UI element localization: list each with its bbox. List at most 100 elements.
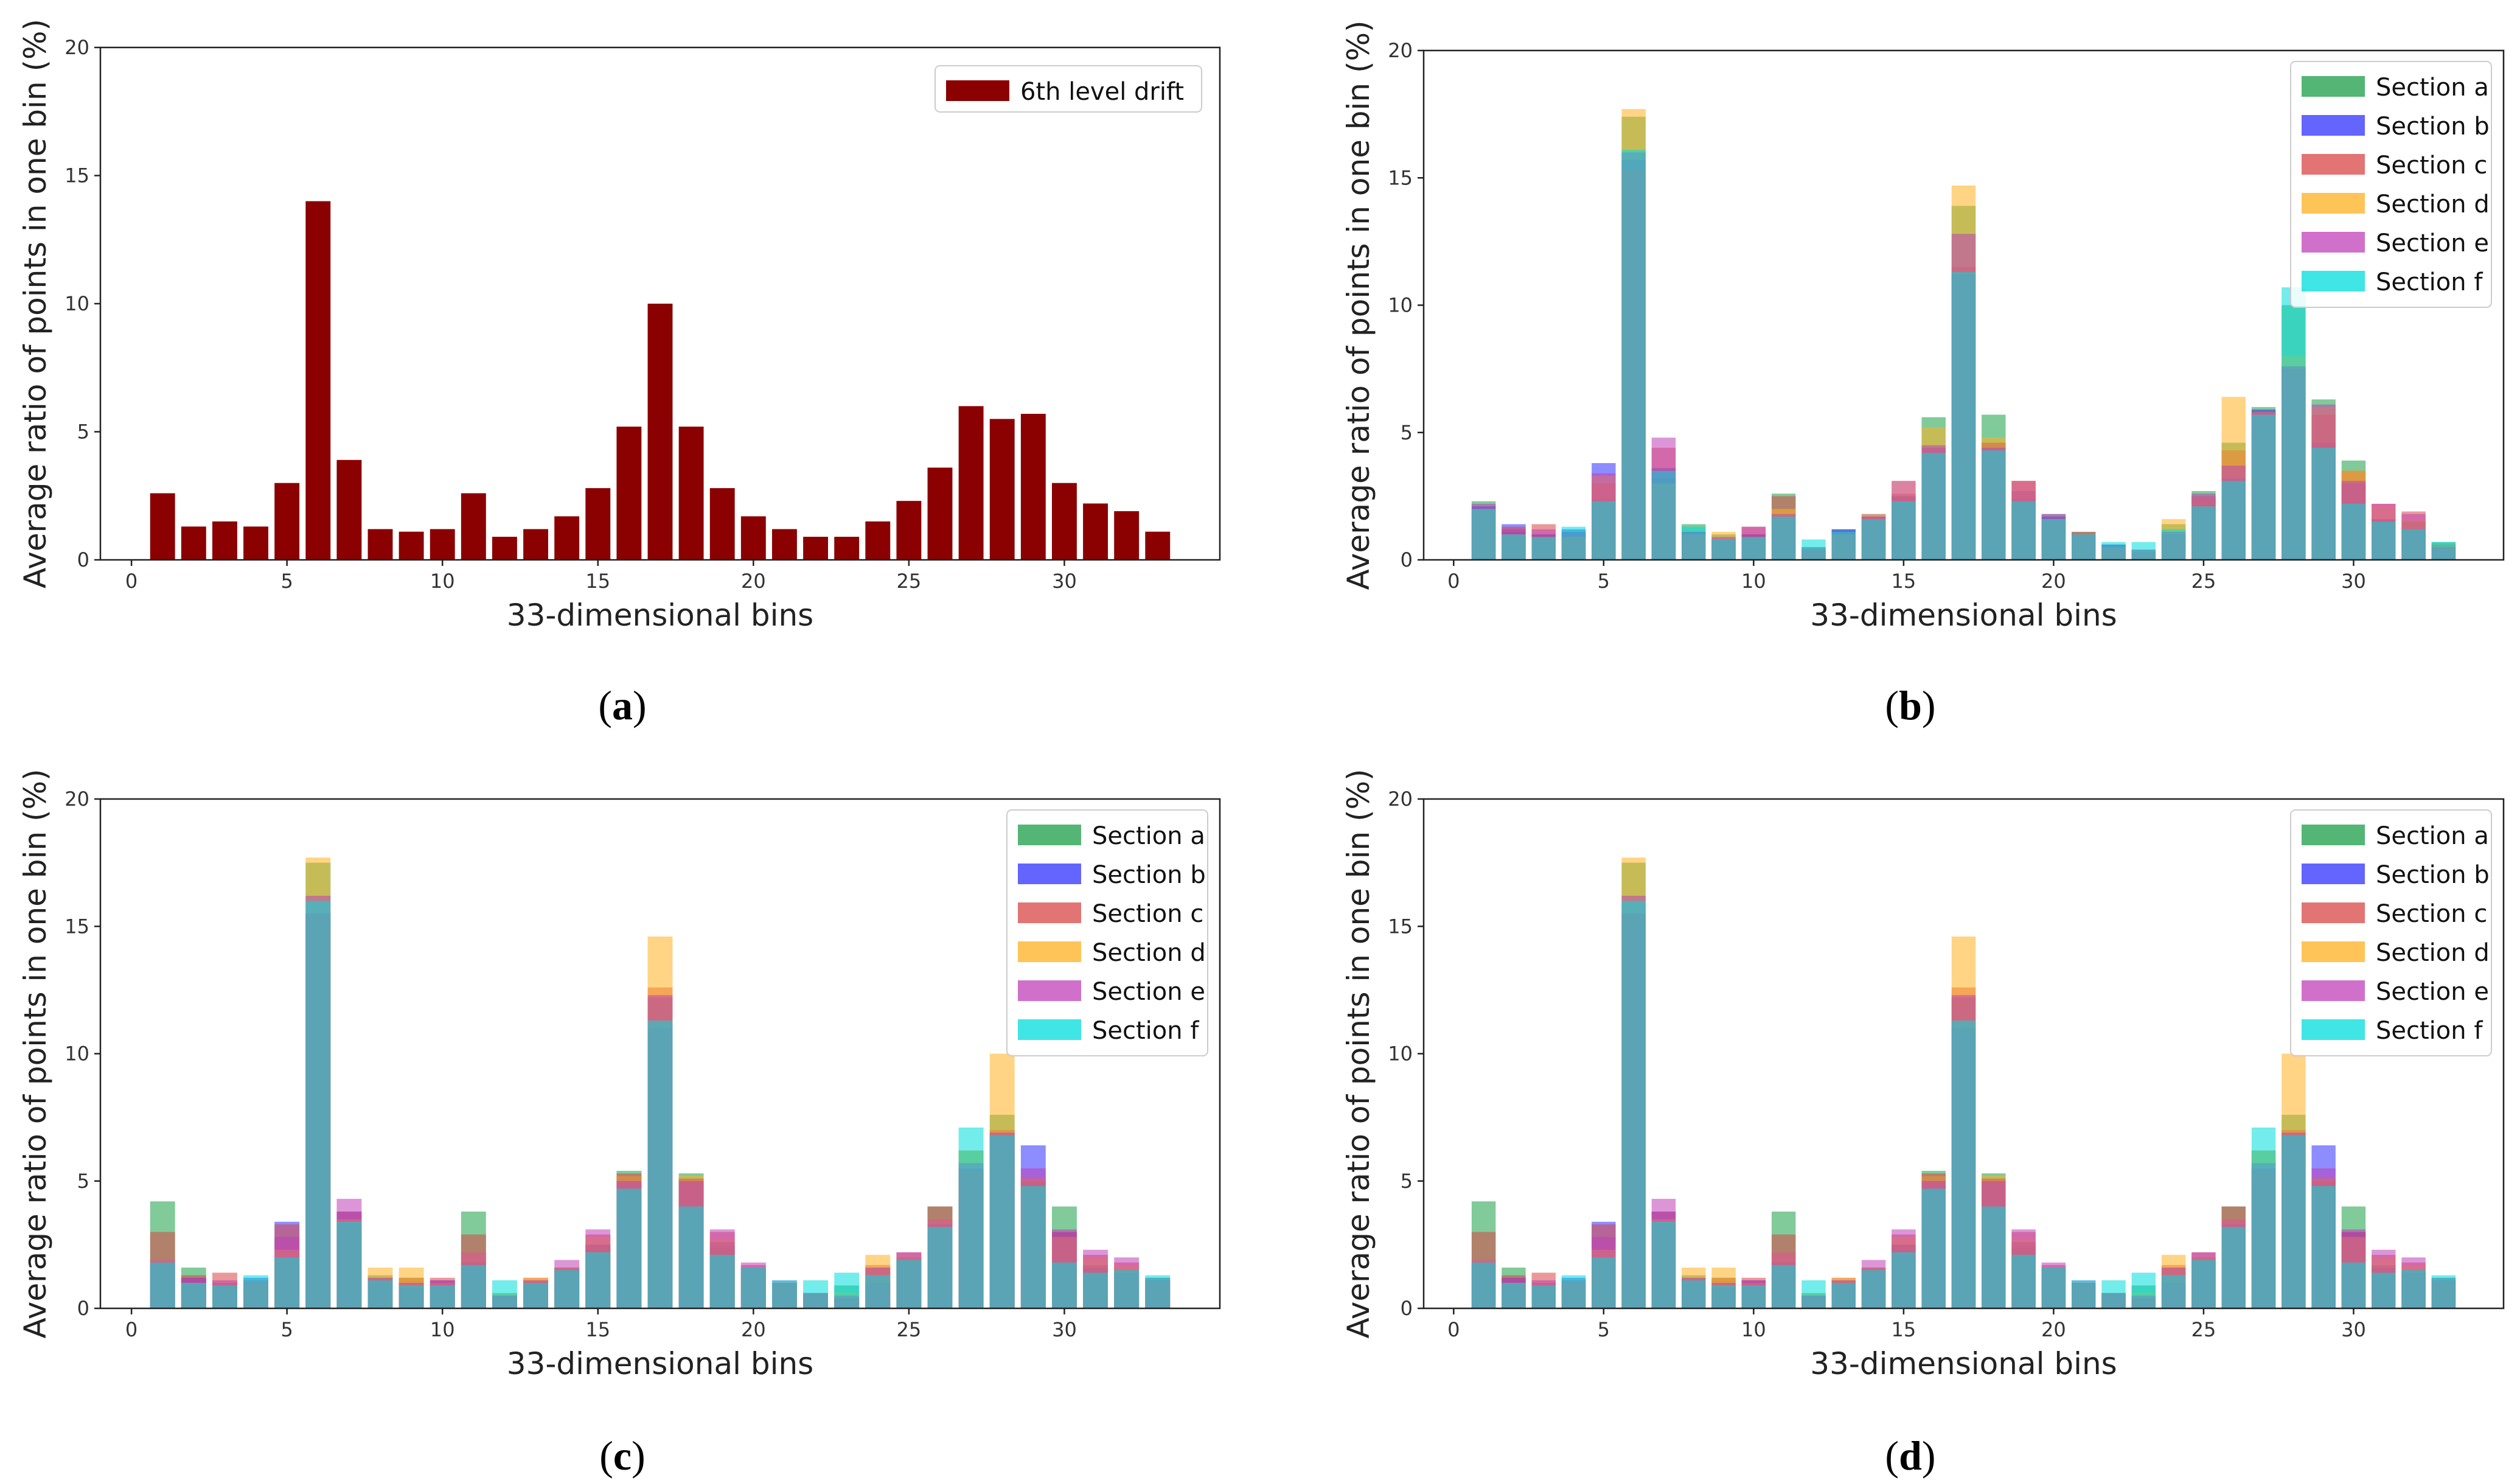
bar-section-f-bin-27 xyxy=(2251,414,2276,560)
bar-section-f-bin-30 xyxy=(2341,503,2366,560)
bar-section-f-bin-4 xyxy=(243,1275,268,1308)
bar-section-f-bin-31 xyxy=(1083,1272,1108,1308)
chart-panel-d: 0 5 10 15 20 25 30 0 5 10 15 20 33-dimensional bins A… xyxy=(1341,769,2505,1479)
x-tick-label: 25 xyxy=(897,570,922,593)
legend-entry: Section d xyxy=(2376,939,2490,967)
bar-section-f-bin-18 xyxy=(1982,450,2006,560)
y-tick-label: 5 xyxy=(1401,1170,1413,1193)
chart-panel-c: 0 5 10 15 20 25 30 0 5 10 15 20 33-dimensional bins A… xyxy=(18,769,1221,1479)
bar-section-f-bin-13 xyxy=(1831,1283,1856,1308)
bar-section-f-bin-10 xyxy=(1741,1285,1766,1308)
panel-label-open: ( xyxy=(1885,682,1899,728)
y-tick-label: 10 xyxy=(1388,294,1413,317)
bar-section-f-bin-33 xyxy=(2431,1275,2456,1308)
bar-section-f-bin-5 xyxy=(274,1257,300,1308)
bar-section-f-bin-26 xyxy=(2221,1227,2246,1308)
bar-section-f-bin-32 xyxy=(2401,529,2426,560)
bar-section-f-bin-14 xyxy=(1861,519,1886,560)
x-tick-label: 5 xyxy=(1598,570,1610,593)
legend-swatch xyxy=(2302,193,2365,214)
bar-section-f-bin-9 xyxy=(1711,1285,1736,1308)
bar-section-f-bin-16 xyxy=(1921,453,1946,560)
bar-section-f-bin-12 xyxy=(492,1280,517,1308)
bars xyxy=(1471,109,2456,560)
legend-swatch xyxy=(2302,154,2365,175)
bar-section-f-bin-20 xyxy=(2041,519,2066,560)
bar-section-f-bin-17 xyxy=(1951,1021,1976,1308)
x-tick-label: 0 xyxy=(125,570,137,593)
bar-section-f-bin-23 xyxy=(834,1272,860,1308)
x-axis-label: 33-dimensional bins xyxy=(1810,598,2117,633)
x-tick-label: 0 xyxy=(1447,570,1460,593)
bar-6th-level-drift-bin-14 xyxy=(554,516,580,560)
x-tick-label: 5 xyxy=(1598,1318,1610,1341)
bar-section-f-bin-19 xyxy=(2011,1255,2036,1308)
bar-section-f-bin-22 xyxy=(2101,542,2126,560)
legend: Section a Section b Section c Section d Sect… xyxy=(2290,61,2492,308)
y-tick-label: 10 xyxy=(1388,1042,1413,1066)
legend-entry: Section f xyxy=(2376,268,2483,296)
bar-section-f-bin-14 xyxy=(1861,1270,1886,1308)
bar-6th-level-drift-bin-32 xyxy=(1114,511,1140,560)
bar-6th-level-drift-bin-22 xyxy=(803,537,828,560)
bar-6th-level-drift-bin-29 xyxy=(1020,414,1046,560)
bar-section-f-bin-21 xyxy=(772,1280,797,1308)
panel-label-close: ) xyxy=(1922,682,1936,728)
y-tick-label: 20 xyxy=(64,36,89,59)
panel-label-letter: a xyxy=(612,682,633,728)
y-tick-label: 15 xyxy=(1388,915,1413,938)
y-tick-label: 20 xyxy=(1388,39,1413,62)
y-tick-label: 0 xyxy=(77,1297,89,1320)
bar-6th-level-drift-bin-1 xyxy=(150,493,175,560)
x-tick-label: 30 xyxy=(2341,1318,2366,1341)
bar-6th-level-drift-bin-5 xyxy=(274,483,300,560)
legend-swatch xyxy=(2302,76,2365,97)
bar-6th-level-drift-bin-21 xyxy=(772,529,797,560)
legend-entry: Section a xyxy=(2376,822,2489,850)
bar-6th-level-drift-bin-3 xyxy=(212,521,237,560)
bar-section-f-bin-16 xyxy=(1921,1188,1946,1308)
bar-section-f-bin-27 xyxy=(958,1127,984,1308)
bar-section-f-bin-2 xyxy=(1502,1283,1526,1308)
x-tick-label: 25 xyxy=(2191,1318,2216,1341)
y-tick-label: 10 xyxy=(64,1042,89,1066)
legend-entry: Section a xyxy=(1092,822,1205,850)
x-tick-label: 15 xyxy=(585,1318,610,1341)
legend-entry: Section f xyxy=(1092,1017,1199,1045)
legend-entry: Section c xyxy=(2376,152,2487,180)
bar-section-f-bin-3 xyxy=(1531,1285,1556,1308)
x-tick-label: 15 xyxy=(1892,1318,1916,1341)
bar-6th-level-drift-bin-23 xyxy=(834,537,860,560)
chart-panel-b: 0 5 10 15 20 25 30 0 5 10 15 20 33-dimensional bins A… xyxy=(1341,20,2505,728)
panel-label: (c) xyxy=(599,1432,646,1479)
bars xyxy=(150,857,1171,1308)
legend-swatch xyxy=(2302,115,2365,136)
bar-section-f-bin-29 xyxy=(1020,1186,1046,1308)
bar-section-f-bin-21 xyxy=(2072,534,2096,560)
bar-section-f-bin-29 xyxy=(2311,1186,2336,1308)
x-tick-label: 25 xyxy=(2191,570,2216,593)
y-tick-label: 5 xyxy=(77,420,89,444)
x-axis-label: 33-dimensional bins xyxy=(1810,1346,2117,1381)
y-axis-label: Average ratio of points in one bin (%) xyxy=(1341,769,1376,1338)
bar-6th-level-drift-bin-19 xyxy=(709,488,735,560)
bar-section-f-bin-13 xyxy=(523,1283,548,1308)
bar-6th-level-drift-bin-25 xyxy=(896,501,922,560)
bar-section-f-bin-12 xyxy=(1801,539,1826,560)
bar-section-f-bin-5 xyxy=(1592,501,1616,560)
bar-section-f-bin-11 xyxy=(1771,516,1796,560)
legend-swatch xyxy=(2302,902,2365,923)
panel-label-close: ) xyxy=(1922,1432,1936,1479)
bar-section-f-bin-29 xyxy=(2311,447,2336,560)
bar-section-f-bin-30 xyxy=(1052,1262,1077,1308)
chart-panel-a: 0 5 10 15 20 25 30 0 5 10 15 20 33-dimensional bins A… xyxy=(18,19,1221,728)
y-axis-label: Average ratio of points in one bin (%) xyxy=(18,19,53,588)
bar-6th-level-drift-bin-11 xyxy=(461,493,486,560)
bar-section-f-bin-20 xyxy=(740,1268,766,1308)
legend-entry: Section f xyxy=(2376,1017,2483,1045)
bar-section-f-bin-7 xyxy=(1651,470,1676,560)
bar-section-f-bin-2 xyxy=(1502,534,1526,560)
bar-section-f-bin-25 xyxy=(2191,1260,2216,1308)
bar-section-f-bin-4 xyxy=(1561,526,1586,560)
